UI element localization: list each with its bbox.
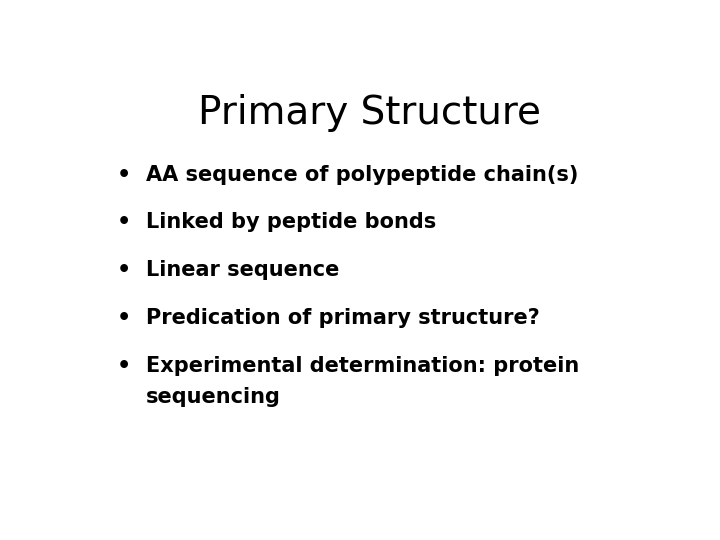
- Text: •: •: [117, 308, 130, 328]
- Text: •: •: [117, 165, 130, 185]
- Text: •: •: [117, 356, 130, 376]
- Text: AA sequence of polypeptide chain(s): AA sequence of polypeptide chain(s): [145, 165, 578, 185]
- Text: Linked by peptide bonds: Linked by peptide bonds: [145, 212, 436, 232]
- Text: Linear sequence: Linear sequence: [145, 260, 339, 280]
- Text: •: •: [117, 212, 130, 232]
- Text: Predication of primary structure?: Predication of primary structure?: [145, 308, 539, 328]
- Text: sequencing: sequencing: [145, 387, 281, 407]
- Text: Experimental determination: protein: Experimental determination: protein: [145, 356, 579, 376]
- Text: •: •: [117, 260, 130, 280]
- Text: Primary Structure: Primary Structure: [197, 94, 541, 132]
